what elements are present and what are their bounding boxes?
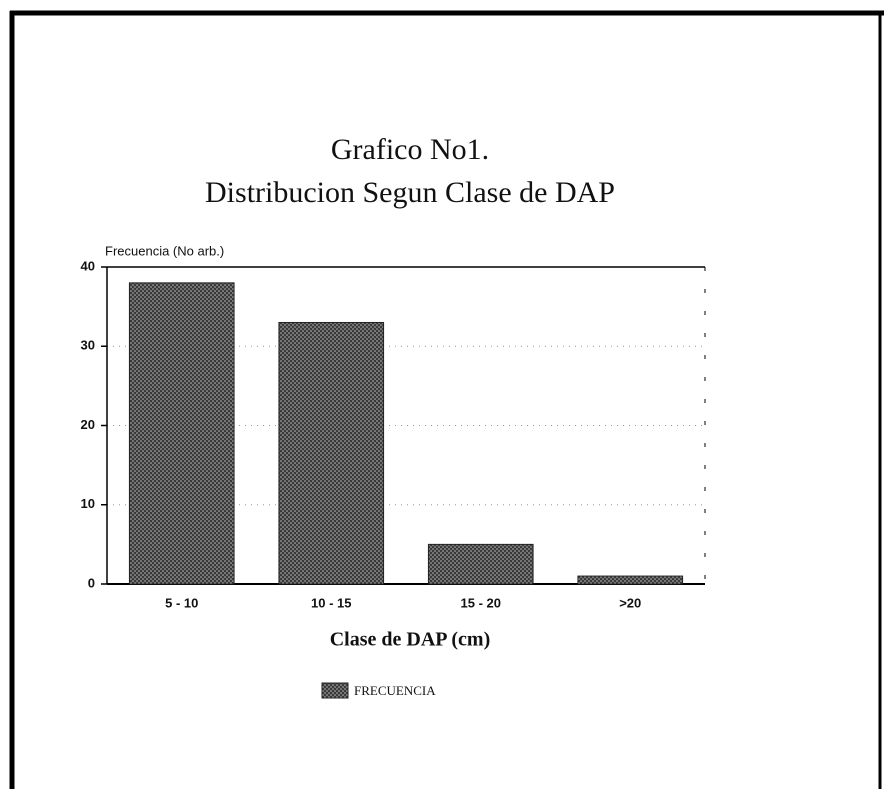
y-tick-label: 0 bbox=[88, 575, 95, 590]
bar bbox=[278, 321, 385, 585]
y-tick-label: 30 bbox=[81, 338, 95, 353]
x-tick-label: >20 bbox=[619, 595, 641, 610]
x-tick-label: 15 - 20 bbox=[461, 595, 501, 610]
x-tick-label: 10 - 15 bbox=[311, 595, 351, 610]
y-tick-label: 40 bbox=[81, 258, 95, 273]
bar bbox=[427, 543, 534, 585]
y-tick-label: 20 bbox=[81, 417, 95, 432]
chart-title: Grafico No1. bbox=[331, 133, 489, 166]
legend-label: FRECUENCIA bbox=[354, 683, 436, 698]
y-axis-label: Frecuencia (No arb.) bbox=[105, 243, 224, 258]
bar bbox=[577, 575, 684, 585]
y-tick-label: 10 bbox=[81, 496, 95, 511]
legend-swatch bbox=[321, 682, 349, 699]
bar bbox=[128, 282, 235, 585]
x-axis-label: Clase de DAP (cm) bbox=[330, 629, 491, 651]
x-tick-label: 5 - 10 bbox=[165, 595, 198, 610]
chart-subtitle: Distribucion Segun Clase de DAP bbox=[205, 176, 615, 209]
